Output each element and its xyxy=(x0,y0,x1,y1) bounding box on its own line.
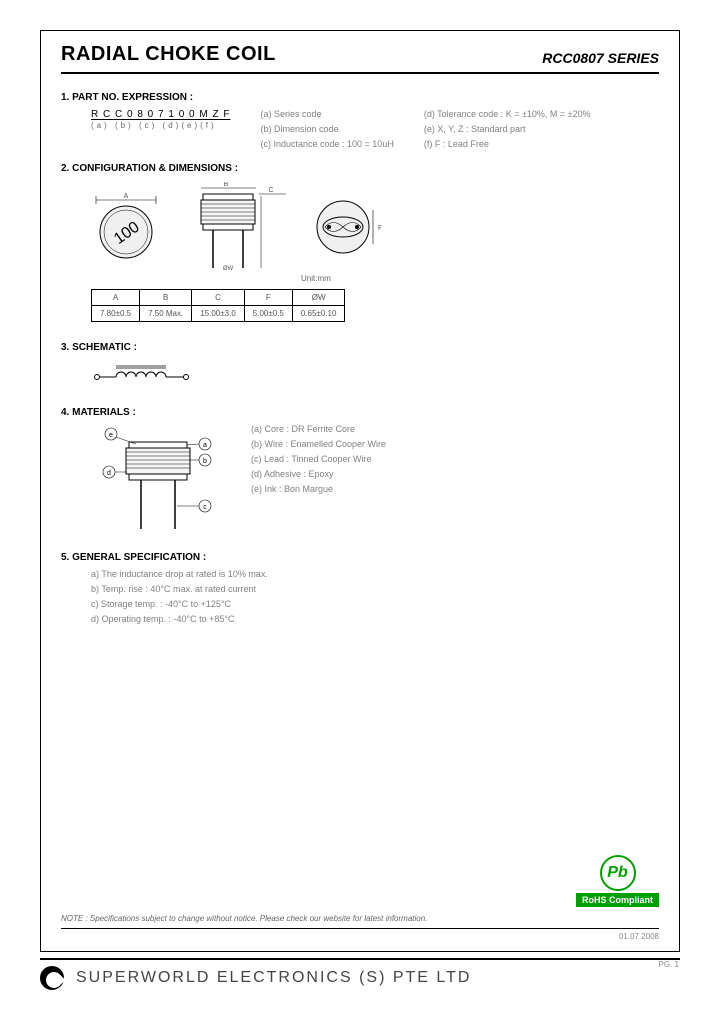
svg-text:F: F xyxy=(378,225,381,232)
section-1-title: 1. PART NO. EXPRESSION : xyxy=(61,92,659,103)
svg-text:b: b xyxy=(203,458,207,465)
doc-title: RADIAL CHOKE COIL xyxy=(61,43,276,66)
val-b: 7.50 Max. xyxy=(140,306,192,322)
mat-a: (a) Core : DR Ferrite Core xyxy=(251,424,386,434)
col-f: F xyxy=(244,290,292,306)
svg-text:e: e xyxy=(109,432,113,439)
materials-drawing: e a b d c xyxy=(91,424,221,534)
svg-text:a: a xyxy=(203,442,207,449)
svg-text:c: c xyxy=(203,504,207,511)
date-label: 01.07.2008 xyxy=(619,932,659,941)
col-a: A xyxy=(92,290,140,306)
svg-text:C: C xyxy=(268,187,273,194)
section-3-title: 3. SCHEMATIC : xyxy=(61,342,659,353)
table-row: A B C F ØW xyxy=(92,290,345,306)
mat-b: (b) Wire : Enamelled Cooper Wire xyxy=(251,439,386,449)
partno-block: R C C 0 8 0 7 1 0 0 M Z F (a) (b) (c) (d… xyxy=(61,109,659,149)
table-row: 7.80±0.5 7.50 Max. 15.00±3.0 5.00±0.5 0.… xyxy=(92,306,345,322)
legend-e: (e) X, Y, Z : Standard part xyxy=(424,124,591,134)
dimension-drawings: A 100 B C ØW xyxy=(91,182,659,272)
section-2-title: 2. CONFIGURATION & DIMENSIONS : xyxy=(61,163,659,174)
rohs-badge: Pb RoHS Compliant xyxy=(576,855,659,907)
bottomview-icon: F xyxy=(311,192,381,262)
col-b: B xyxy=(140,290,192,306)
footer: SUPERWORLD ELECTRONICS (S) PTE LTD xyxy=(40,958,680,990)
section-4-title: 4. MATERIALS : xyxy=(61,407,659,418)
svg-text:A: A xyxy=(124,193,129,200)
legend-a: (a) Series code xyxy=(260,109,393,119)
svg-text:B: B xyxy=(224,182,229,188)
val-w: 0.65±0.10 xyxy=(292,306,345,322)
rohs-label: RoHS Compliant xyxy=(576,893,659,907)
topview-icon: A 100 xyxy=(91,192,161,262)
note-text: NOTE : Specifications subject to change … xyxy=(61,914,427,923)
page-frame: RADIAL CHOKE COIL RCC0807 SERIES 1. PART… xyxy=(40,30,680,952)
note-divider xyxy=(61,928,659,929)
gen-a: a) The inductance drop at rated is 10% m… xyxy=(91,569,659,579)
mat-e: (e) Ink : Bon Margue xyxy=(251,484,386,494)
mat-c: (c) Lead : Tinned Cooper Wire xyxy=(251,454,386,464)
col-c: C xyxy=(192,290,245,306)
gen-d: d) Operating temp. : -40°C to +85°C xyxy=(91,614,659,624)
val-a: 7.80±0.5 xyxy=(92,306,140,322)
schematic-icon xyxy=(91,359,201,389)
legend-d: (d) Tolerance code : K = ±10%, M = ±20% xyxy=(424,109,591,119)
mat-d: (d) Adhesive : Epoxy xyxy=(251,469,386,479)
col-w: ØW xyxy=(292,290,345,306)
partno-code: R C C 0 8 0 7 1 0 0 M Z F xyxy=(91,109,230,120)
val-f: 5.00±0.5 xyxy=(244,306,292,322)
section-5-title: 5. GENERAL SPECIFICATION : xyxy=(61,552,659,563)
svg-text:ØW: ØW xyxy=(223,266,234,272)
materials-list: (a) Core : DR Ferrite Core (b) Wire : En… xyxy=(251,424,386,499)
legend-left: (a) Series code (b) Dimension code (c) I… xyxy=(260,109,393,149)
header: RADIAL CHOKE COIL RCC0807 SERIES xyxy=(61,43,659,74)
series-label: RCC0807 SERIES xyxy=(542,50,659,66)
company-name: SUPERWORLD ELECTRONICS (S) PTE LTD xyxy=(76,969,471,987)
pb-free-icon: Pb xyxy=(600,855,636,891)
legend-b: (b) Dimension code xyxy=(260,124,393,134)
partno-sub: (a) (b) (c) (d)(e)(f) xyxy=(91,121,230,130)
dim-unit: Unit:mm xyxy=(301,274,659,283)
svg-text:d: d xyxy=(107,470,111,477)
company-logo-icon xyxy=(40,966,64,990)
sideview-icon: B C ØW xyxy=(181,182,291,272)
dimension-table: A B C F ØW 7.80±0.5 7.50 Max. 15.00±3.0 … xyxy=(91,289,345,322)
general-spec-list: a) The inductance drop at rated is 10% m… xyxy=(61,569,659,624)
val-c: 15.00±3.0 xyxy=(192,306,245,322)
materials-block: e a b d c (a) Core : DR Ferrite Core (b)… xyxy=(91,424,659,534)
legend-c: (c) Inductance code : 100 = 10uH xyxy=(260,139,393,149)
legend-right: (d) Tolerance code : K = ±10%, M = ±20% … xyxy=(424,109,591,149)
gen-b: b) Temp. rise : 40°C max. at rated curre… xyxy=(91,584,659,594)
legend-f: (f) F : Lead Free xyxy=(424,139,591,149)
gen-c: c) Storage temp. : -40°C to +125°C xyxy=(91,599,659,609)
